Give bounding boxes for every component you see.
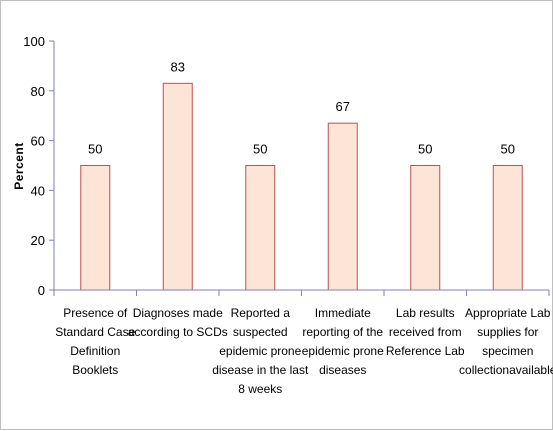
bar [492, 165, 523, 291]
data-label: 67 [336, 99, 350, 114]
bars [80, 82, 523, 291]
x-category-label: Reported a [231, 306, 291, 320]
x-category-label: Definition [70, 344, 120, 358]
x-axis [53, 289, 550, 296]
data-labels: 50 83 50 67 50 50 [88, 59, 515, 156]
x-category-label: received from [389, 325, 462, 339]
x-category-label: disease in the last [212, 363, 309, 377]
x-category-label: Standard Case [55, 325, 135, 339]
bar [245, 165, 276, 291]
data-label: 83 [171, 59, 185, 74]
x-category-label: according to SCDs [128, 325, 228, 339]
x-category-label: suspected [233, 325, 288, 339]
data-label: 50 [253, 142, 267, 157]
data-label: 50 [418, 142, 432, 157]
x-category-label: Reference Lab [386, 344, 465, 358]
y-tick-label: 40 [31, 183, 45, 198]
category-labels: Presence of Standard Case Definition Bookle… [55, 306, 553, 396]
bar [327, 122, 358, 291]
y-axis: 0 20 40 60 80 100 [23, 34, 55, 298]
x-category-label: Booklets [72, 363, 118, 377]
x-category-label: Appropriate Lab [465, 306, 551, 320]
x-category-label: supplies for [477, 325, 538, 339]
x-category-label: reporting of the [302, 325, 383, 339]
y-tick-label: 0 [38, 283, 45, 298]
bar [410, 165, 441, 291]
y-tick-label: 20 [31, 233, 45, 248]
x-category-label: Immediate [315, 306, 371, 320]
x-category-label: diseases [319, 363, 366, 377]
y-axis-title: Percent [12, 142, 26, 190]
x-category-label: epidemic prone [302, 344, 384, 358]
x-category-label: specimen [482, 344, 533, 358]
y-tick-label: 60 [31, 134, 45, 149]
x-category-label: collectionavailable [459, 363, 553, 377]
bar [80, 165, 111, 291]
x-category-label: Presence of [63, 306, 128, 320]
y-tick-label: 100 [23, 34, 45, 49]
data-label: 50 [501, 142, 515, 157]
x-category-label: 8 weeks [238, 382, 282, 396]
x-category-label: Diagnoses made [133, 306, 223, 320]
x-category-label: epidemic prone [219, 344, 301, 358]
bar [162, 82, 193, 291]
data-label: 50 [88, 142, 102, 157]
y-tick-label: 80 [31, 84, 45, 99]
x-category-label: Lab results [396, 306, 455, 320]
